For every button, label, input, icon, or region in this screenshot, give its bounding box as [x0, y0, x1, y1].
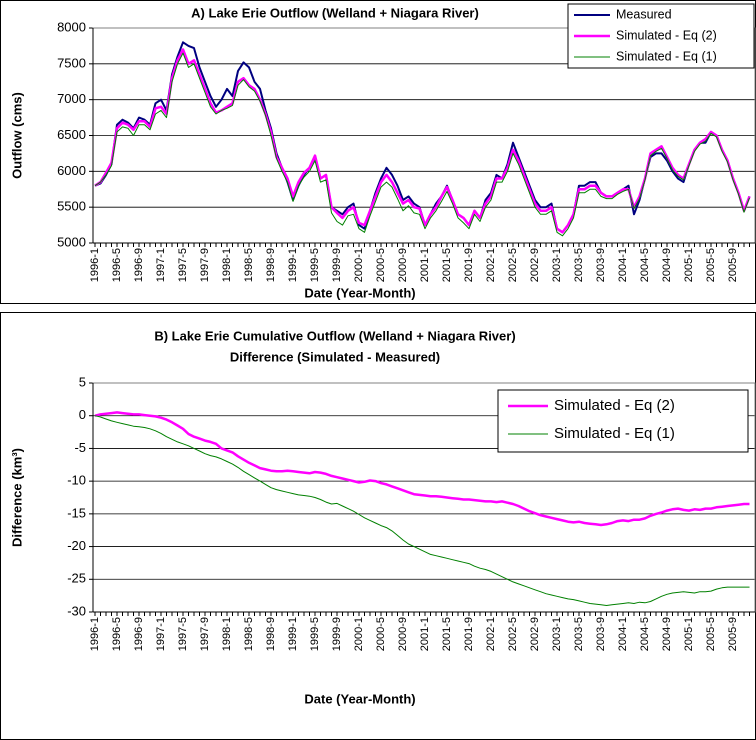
x-tick-label: 1996-9 — [133, 617, 145, 651]
x-tick-label: 2002-5 — [507, 617, 519, 651]
y-tick-label: -20 — [67, 538, 86, 553]
chart-title: A) Lake Erie Outflow (Welland + Niagara … — [191, 5, 479, 20]
y-tick-label: -15 — [67, 505, 86, 520]
x-tick-label: 1996-9 — [133, 248, 145, 282]
y-tick-label: 5000 — [57, 234, 86, 249]
x-tick-label: 2005-1 — [683, 248, 695, 282]
x-tick-label: 1998-5 — [243, 617, 255, 651]
x-tick-label: 2005-5 — [705, 617, 717, 651]
x-tick-label: 2004-5 — [639, 617, 651, 651]
panel-b — [0, 312, 756, 740]
x-tick-label: 2005-1 — [683, 617, 695, 651]
x-tick-label: 1999-9 — [331, 617, 343, 651]
x-tick-label: 1998-1 — [221, 617, 233, 651]
x-tick-label: 1996-1 — [89, 617, 101, 651]
x-tick-label: 2002-1 — [485, 617, 497, 651]
x-tick-label: 2000-9 — [397, 617, 409, 651]
x-tick-label: 2005-9 — [727, 617, 739, 651]
x-tick-label: 2003-5 — [573, 617, 585, 651]
y-tick-label: 6000 — [57, 163, 86, 178]
x-axis-title: Date (Year-Month) — [304, 691, 415, 706]
x-tick-label: 2003-1 — [551, 617, 563, 651]
x-tick-label: 1996-5 — [111, 617, 123, 651]
x-tick-label: 1997-1 — [155, 248, 167, 282]
y-axis-title: Difference (km³) — [9, 448, 24, 547]
x-tick-label: 2004-1 — [617, 617, 629, 651]
x-tick-label: 2000-1 — [353, 248, 365, 282]
series-line — [94, 52, 750, 237]
y-tick-label: 7500 — [57, 55, 86, 70]
x-tick-label: 2002-5 — [507, 248, 519, 282]
x-tick-label: 2001-1 — [419, 248, 431, 282]
legend-label: Simulated - Eq (2) — [554, 397, 675, 414]
x-tick-label: 2004-5 — [639, 248, 651, 282]
y-tick-label: 5 — [79, 374, 86, 389]
y-tick-label: 8000 — [57, 19, 86, 34]
x-tick-label: 2000-1 — [353, 617, 365, 651]
legend-label: Simulated - Eq (1) — [616, 49, 717, 63]
x-tick-label: 2002-9 — [529, 617, 541, 651]
x-tick-label: 1997-9 — [199, 617, 211, 651]
x-tick-label: 2001-9 — [463, 248, 475, 282]
y-tick-label: -25 — [67, 571, 86, 586]
x-tick-label: 2001-1 — [419, 617, 431, 651]
x-tick-label: 1999-9 — [331, 248, 343, 282]
x-axis-title: Date (Year-Month) — [304, 285, 415, 300]
legend-label: Simulated - Eq (2) — [616, 28, 717, 42]
x-tick-label: 2001-9 — [463, 617, 475, 651]
x-tick-label: 1998-1 — [221, 248, 233, 282]
x-tick-label: 2000-9 — [397, 248, 409, 282]
x-tick-label: 2002-9 — [529, 248, 541, 282]
x-tick-label: 2000-5 — [375, 617, 387, 651]
y-tick-label: 5500 — [57, 199, 86, 214]
x-tick-label: 2003-5 — [573, 248, 585, 282]
y-tick-label: -10 — [67, 473, 86, 488]
x-tick-label: 2003-9 — [595, 617, 607, 651]
y-axis-title: Outflow (cms) — [9, 92, 24, 179]
x-tick-label: 1996-5 — [111, 248, 123, 282]
x-tick-label: 2001-5 — [441, 248, 453, 282]
x-tick-label: 1999-1 — [287, 248, 299, 282]
x-tick-label: 1999-1 — [287, 617, 299, 651]
y-tick-label: -30 — [67, 603, 86, 618]
series-line — [94, 411, 750, 527]
y-tick-label: 0 — [79, 407, 86, 422]
chart-subtitle: Difference (Simulated - Measured) — [230, 349, 440, 364]
x-tick-label: 2004-9 — [661, 617, 673, 651]
series-line — [94, 48, 751, 234]
x-tick-label: 2003-9 — [595, 248, 607, 282]
x-tick-label: 2004-1 — [617, 248, 629, 282]
y-tick-label: 6500 — [57, 127, 86, 142]
legend-label: Simulated - Eq (1) — [554, 425, 675, 442]
x-tick-label: 1997-5 — [177, 248, 189, 282]
legend-label: Measured — [616, 7, 672, 21]
x-tick-label: 2004-9 — [661, 248, 673, 282]
legend-box — [497, 389, 749, 453]
series-line — [94, 415, 750, 606]
x-tick-label: 2001-5 — [441, 617, 453, 651]
x-tick-label: 1997-5 — [177, 617, 189, 651]
x-tick-label: 2000-5 — [375, 248, 387, 282]
x-tick-label: 2005-9 — [727, 248, 739, 282]
chart-title: B) Lake Erie Cumulative Outflow (Welland… — [154, 328, 515, 343]
x-tick-label: 1998-5 — [243, 248, 255, 282]
x-tick-label: 1999-5 — [309, 617, 321, 651]
x-tick-label: 2005-5 — [705, 248, 717, 282]
x-tick-label: 1997-9 — [199, 248, 211, 282]
x-tick-label: 1999-5 — [309, 248, 321, 282]
x-tick-label: 2003-1 — [551, 248, 563, 282]
y-tick-label: -5 — [74, 440, 86, 455]
x-tick-label: 1998-9 — [265, 248, 277, 282]
x-tick-label: 1996-1 — [89, 248, 101, 282]
y-tick-label: 7000 — [57, 91, 86, 106]
x-tick-label: 1998-9 — [265, 617, 277, 651]
x-tick-label: 1997-1 — [155, 617, 167, 651]
x-tick-label: 2002-1 — [485, 248, 497, 282]
